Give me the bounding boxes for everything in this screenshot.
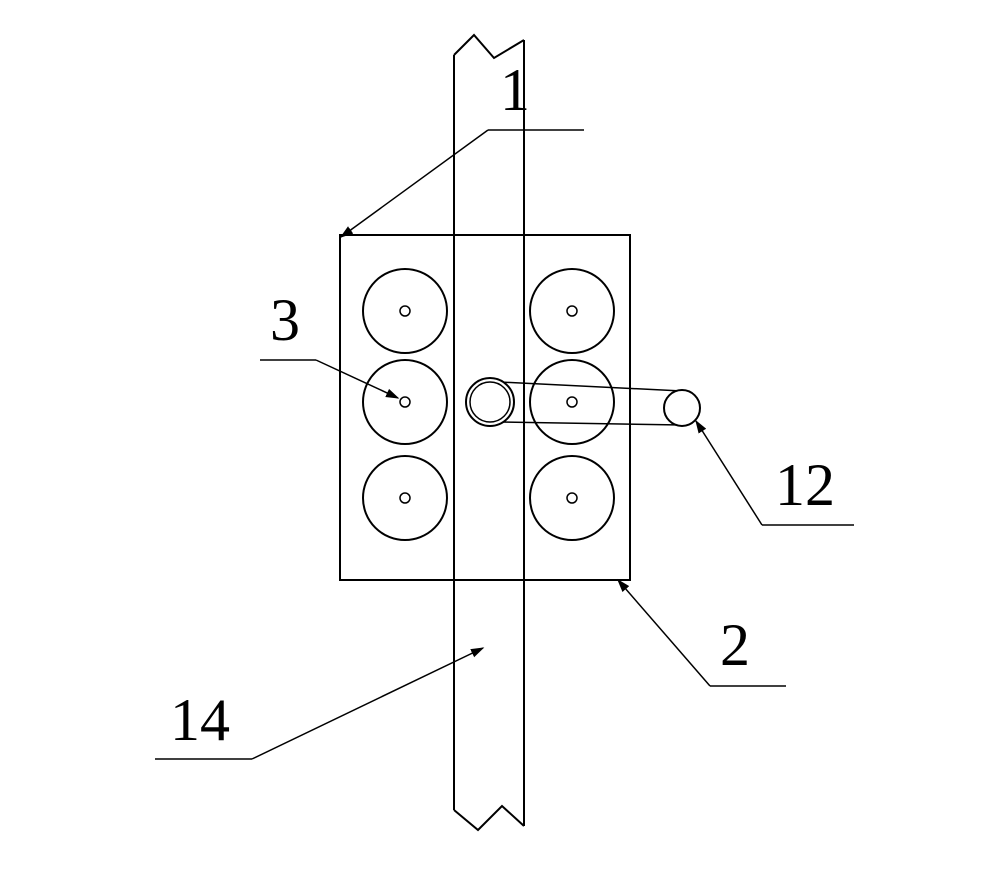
leader-2	[618, 580, 786, 686]
roller-right-top	[530, 269, 614, 353]
center-hub	[466, 378, 514, 426]
roller-left-bottom	[363, 456, 447, 540]
label-1: 1	[500, 57, 530, 123]
label-3: 3	[270, 287, 300, 353]
label-2: 2	[720, 612, 750, 678]
roller-right-bottom	[530, 456, 614, 540]
roller-right-mid	[530, 360, 614, 444]
diagram-svg: 1 3 12 2 14	[0, 0, 1000, 872]
label-14: 14	[170, 687, 230, 753]
leader-1	[341, 130, 584, 237]
motor-pulley	[664, 390, 700, 426]
roller-left-mid	[363, 360, 447, 444]
roller-left-top	[363, 269, 447, 353]
vertical-rod	[454, 35, 524, 830]
label-12: 12	[775, 452, 835, 518]
